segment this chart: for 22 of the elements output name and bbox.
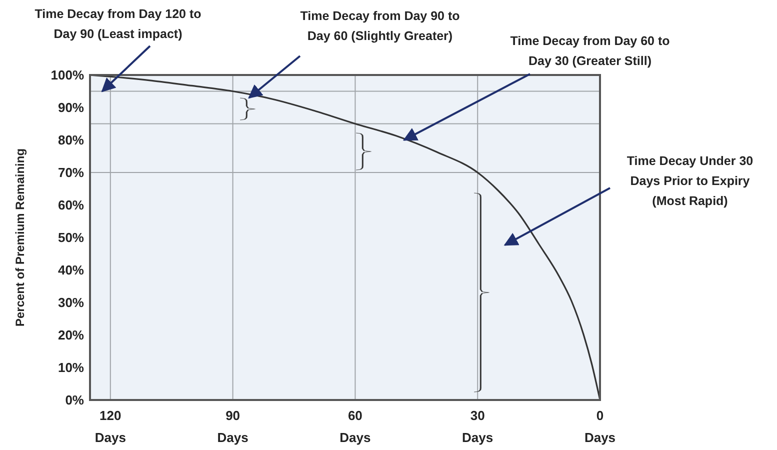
annotation: Time Decay from Day 60 to Day 30 (Greater Still) xyxy=(510,34,670,68)
y-tick-label: 50% xyxy=(58,230,84,246)
y-tick-label: 0% xyxy=(65,392,84,408)
y-tick-label: 10% xyxy=(58,360,84,376)
x-tick-label: 30 Days xyxy=(462,408,494,445)
text: Time Decay Under 30 Days Prior to Expiry (Most Rapid) xyxy=(626,154,754,208)
x-tick-label: 60 Days xyxy=(340,408,371,445)
y-tick-label: 100% xyxy=(50,68,84,83)
y-tick-label: 60% xyxy=(58,198,84,213)
annotation: Time Decay from Day 90 to Day 60 (Slightly Greater) xyxy=(300,9,460,43)
y-tick-label: 80% xyxy=(58,132,84,148)
y-tick-label: 20% xyxy=(58,328,84,343)
y-tick-label: 30% xyxy=(58,295,84,310)
y-tick-label: 90% xyxy=(58,100,84,116)
x-tick-label: 120 Days xyxy=(94,408,126,445)
y-tick-label: 70% xyxy=(58,165,84,180)
annotation: Time Decay from Day 120 to Day 90 (Least impact) xyxy=(34,7,202,41)
y-tick-label: 40% xyxy=(58,262,84,278)
y-axis-title: Percent of Premium Remaining xyxy=(13,148,27,327)
x-tick-label: 90 Days xyxy=(217,408,248,445)
line-series xyxy=(89,74,601,401)
x-tick-label: 0 Days xyxy=(584,408,616,445)
